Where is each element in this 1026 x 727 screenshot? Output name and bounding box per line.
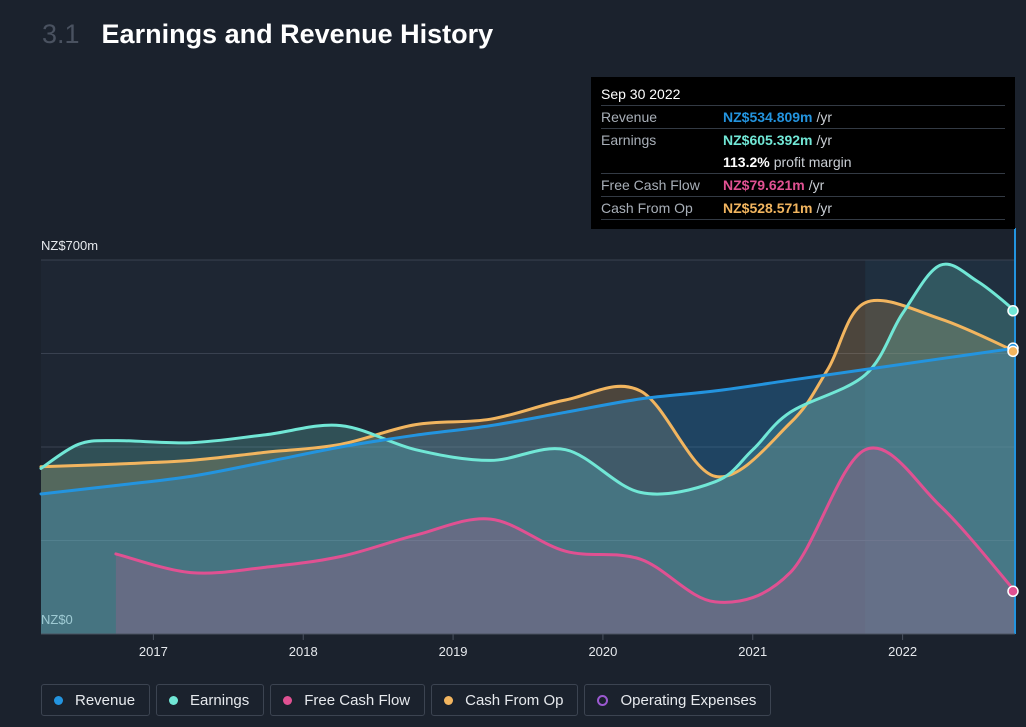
legend-item-free-cash-flow[interactable]: Free Cash Flow bbox=[270, 684, 426, 716]
legend-label: Operating Expenses bbox=[620, 691, 757, 709]
x-tick-label: 2017 bbox=[139, 644, 168, 659]
tooltip-label: Free Cash Flow bbox=[601, 177, 700, 193]
legend-dot-icon bbox=[54, 695, 63, 705]
x-tick-label: 2021 bbox=[738, 644, 767, 659]
tooltip-value: NZ$528.571m bbox=[723, 200, 813, 216]
series-area-earnings bbox=[41, 264, 1015, 634]
data-tooltip: Sep 30 2022 Revenue NZ$534.809m /yr Earn… bbox=[591, 77, 1015, 229]
legend-dot-icon bbox=[283, 695, 293, 705]
tooltip-date: Sep 30 2022 bbox=[601, 83, 1005, 106]
y-tick-label: NZ$0 bbox=[41, 612, 73, 627]
x-tick-label: 2019 bbox=[439, 644, 468, 659]
legend-item-revenue[interactable]: Revenue bbox=[41, 684, 151, 716]
tooltip-row-cash-from-op: Cash From Op NZ$528.571m /yr bbox=[601, 197, 1005, 220]
legend-item-earnings[interactable]: Earnings bbox=[156, 684, 265, 716]
section-number: 3.1 bbox=[42, 18, 80, 49]
tooltip-unit: profit margin bbox=[773, 154, 852, 170]
series-line-revenue bbox=[39, 346, 1017, 496]
legend-hollow-dot-icon bbox=[597, 694, 609, 706]
x-tick-label: 2018 bbox=[289, 644, 318, 659]
tooltip-row-profit-margin: 113.2% profit margin bbox=[601, 151, 1005, 174]
tooltip-unit: /yr bbox=[816, 132, 833, 148]
end-point-marker bbox=[1007, 345, 1019, 358]
tooltip-value: NZ$534.809m bbox=[723, 109, 813, 125]
tooltip-unit: /yr bbox=[816, 200, 833, 216]
series-area-free-cash-flow bbox=[115, 447, 1015, 634]
tooltip-row-earnings: Earnings NZ$605.392m /yr bbox=[601, 129, 1005, 151]
y-tick-label: NZ$700m bbox=[41, 238, 98, 253]
legend-dot-icon bbox=[169, 695, 179, 705]
tooltip-unit: /yr bbox=[808, 177, 825, 193]
legend-dot-icon bbox=[444, 695, 454, 705]
page-title: Earnings and Revenue History bbox=[101, 18, 494, 49]
x-tick-label: 2020 bbox=[588, 644, 617, 659]
end-point-marker bbox=[1007, 585, 1019, 598]
legend-label: Revenue bbox=[75, 691, 136, 709]
tooltip-label bbox=[601, 151, 723, 173]
tooltip-unit: /yr bbox=[816, 109, 833, 125]
x-tick-label: 2022 bbox=[888, 644, 917, 659]
chart-legend: Revenue Earnings Free Cash Flow Cash Fro… bbox=[41, 684, 777, 716]
tooltip-row-revenue: Revenue NZ$534.809m /yr bbox=[601, 106, 1005, 129]
series-line-cash-from-op bbox=[39, 298, 1017, 479]
series-line-free-cash-flow bbox=[114, 446, 1017, 604]
legend-label: Earnings bbox=[190, 691, 250, 709]
tooltip-label: Cash From Op bbox=[601, 200, 693, 216]
chart-header: 3.1 Earnings and Revenue History bbox=[42, 14, 493, 54]
tooltip-label: Revenue bbox=[601, 109, 658, 125]
series-area-cash-from-op bbox=[41, 300, 1015, 634]
end-point-marker bbox=[1007, 305, 1019, 317]
tooltip-value: 113.2% bbox=[723, 154, 770, 170]
legend-item-cash-from-op[interactable]: Cash From Op bbox=[431, 684, 579, 716]
series-line-earnings bbox=[39, 262, 1017, 496]
tooltip-value: NZ$605.392m bbox=[723, 132, 813, 148]
legend-label: Cash From Op bbox=[465, 691, 564, 709]
tooltip-value: NZ$79.621m bbox=[723, 177, 805, 193]
tooltip-label: Earnings bbox=[601, 132, 657, 148]
earnings-revenue-chart[interactable]: NZ$700m NZ$0 2017 2018 2019 2020 2021 2022 bbox=[0, 0, 1026, 680]
series-area-revenue bbox=[41, 348, 1015, 634]
legend-item-operating-expenses[interactable]: Operating Expenses bbox=[584, 684, 772, 716]
tooltip-row-free-cash-flow: Free Cash Flow NZ$79.621m /yr bbox=[601, 174, 1005, 197]
legend-label: Free Cash Flow bbox=[304, 691, 411, 709]
